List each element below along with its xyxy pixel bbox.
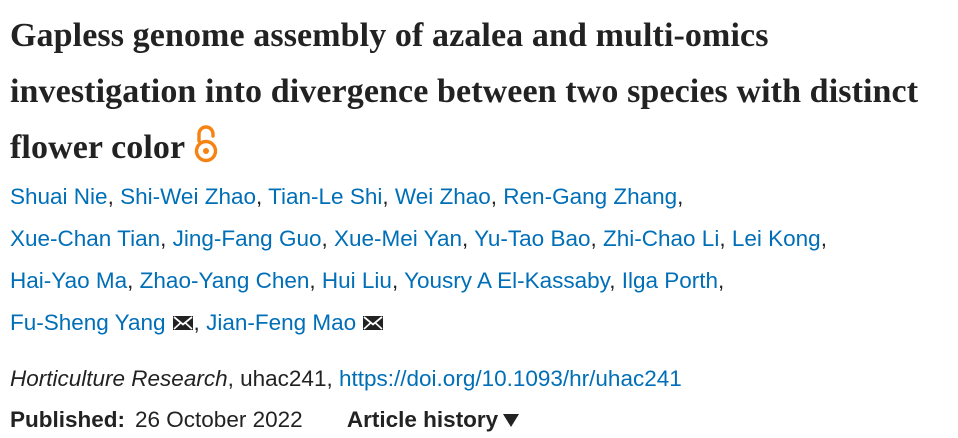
author-link[interactable]: Tian-Le Shi xyxy=(268,184,383,209)
article-history-button[interactable]: Article history xyxy=(347,407,520,432)
author-link[interactable]: Fu-Sheng Yang xyxy=(10,310,166,335)
author-link[interactable]: Wei Zhao xyxy=(394,184,491,209)
article-title: Gapless genome assembly of azalea and mu… xyxy=(10,8,948,176)
author-link[interactable]: Ren-Gang Zhang xyxy=(503,184,678,209)
doi-link[interactable]: https://doi.org/10.1093/hr/uhac241 xyxy=(339,366,682,391)
author-link[interactable]: Hai-Yao Ma xyxy=(10,268,128,293)
envelope-icon[interactable] xyxy=(172,315,194,331)
envelope-icon[interactable] xyxy=(362,315,384,331)
author-link[interactable]: Hui Liu xyxy=(321,268,392,293)
author-link[interactable]: Yousry A El-Kassaby xyxy=(404,268,610,293)
author-link[interactable]: Jian-Feng Mao xyxy=(206,310,357,335)
article-title-text: Gapless genome assembly of azalea and mu… xyxy=(10,17,919,166)
author-link[interactable]: Yu-Tao Bao xyxy=(474,226,591,251)
published-label: Published: xyxy=(10,407,126,432)
published-date: 26 October 2022 xyxy=(135,407,303,432)
publication-row: Published: 26 October 2022 Article histor… xyxy=(10,400,948,438)
citation-line: Horticulture Research, uhac241, https://… xyxy=(10,366,682,391)
author-link[interactable]: Zhao-Yang Chen xyxy=(139,268,310,293)
author-link[interactable]: Lei Kong xyxy=(731,226,821,251)
author-link[interactable]: Jing-Fang Guo xyxy=(172,226,322,251)
article-history-label: Article history xyxy=(346,407,499,432)
triangle-down-icon xyxy=(503,414,520,427)
author-link[interactable]: Shuai Nie xyxy=(10,184,108,209)
author-list: Shuai Nie, Shi-Wei Zhao, Tian-Le Shi, We… xyxy=(10,184,827,335)
journal-name: Horticulture Research xyxy=(10,366,228,391)
author-link[interactable]: Shi-Wei Zhao xyxy=(120,184,256,209)
author-link[interactable]: Xue-Mei Yan xyxy=(334,226,463,251)
open-access-lock-icon xyxy=(195,125,218,163)
author-link[interactable]: Zhi-Chao Li xyxy=(603,226,720,251)
article-id: uhac241 xyxy=(240,366,327,391)
author-link[interactable]: Xue-Chan Tian xyxy=(10,226,161,251)
author-link[interactable]: Ilga Porth xyxy=(621,268,719,293)
